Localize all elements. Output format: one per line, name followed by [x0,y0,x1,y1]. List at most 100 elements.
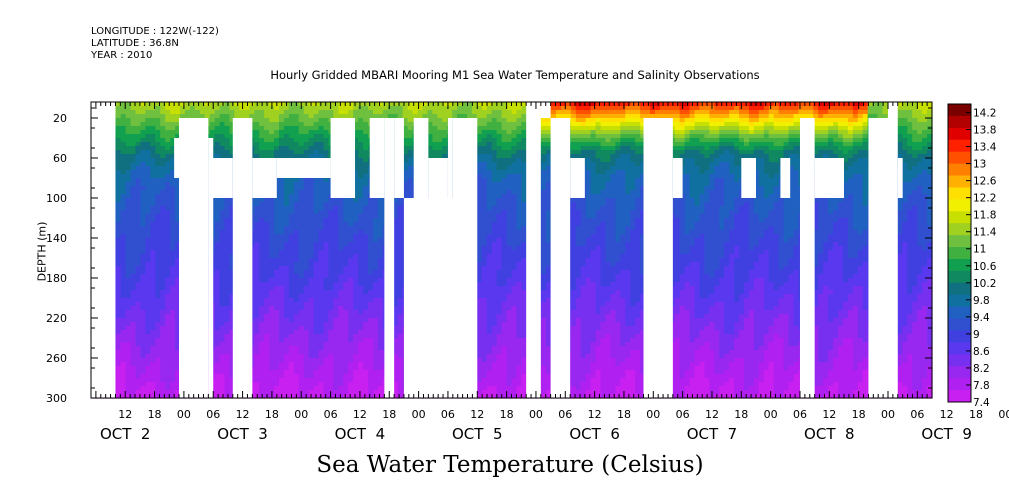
heatmap-cell [259,378,265,383]
heatmap-cell [323,202,330,207]
heatmap-cell [353,222,359,227]
heatmap-cell [254,222,260,227]
heatmap-cell [397,286,404,291]
heatmap-cell [224,274,231,279]
heatmap-cell [175,122,181,127]
heatmap-cell [313,258,320,263]
heatmap-cell [358,326,364,331]
heatmap-cell [338,306,344,311]
heatmap-cell [283,134,290,139]
heatmap-cell [214,122,221,127]
heatmap-cell [358,206,364,211]
heatmap-cell [293,146,300,151]
heatmap-cell [150,282,156,287]
heatmap-cell [338,246,344,251]
heatmap-cell [145,282,151,287]
heatmap-cell [145,194,151,199]
heatmap-cell [298,186,305,191]
heatmap-cell [377,250,384,255]
heatmap-cell [125,286,132,291]
heatmap-cell [358,114,364,119]
heatmap-cell [259,114,265,119]
heatmap-cell [293,266,300,271]
heatmap-cell [120,382,127,387]
heatmap-cell [150,314,156,319]
heatmap-cell [145,318,151,323]
heatmap-cell [298,382,305,387]
heatmap-cell [283,122,290,127]
heatmap-cell [363,346,369,351]
heatmap-cell [135,102,142,107]
heatmap-cell [293,338,300,343]
heatmap-cell [140,170,147,175]
heatmap-cell [298,298,305,303]
heatmap-cell [397,374,404,379]
heatmap-cell [145,274,151,279]
heatmap-cell [264,106,270,111]
heatmap-cell [358,106,364,111]
heatmap-cell [219,118,226,123]
heatmap-cell [363,378,369,383]
heatmap-cell [130,366,137,371]
heatmap-cell [155,134,161,139]
heatmap-cell [150,134,156,139]
heatmap-cell [318,106,325,111]
heatmap-cell [392,202,399,207]
heatmap-cell [150,162,156,167]
heatmap-cell [115,158,122,163]
heatmap-cell [155,254,161,259]
heatmap-cell [125,142,132,147]
heatmap-cell [155,162,161,167]
heatmap-cell [358,266,364,271]
heatmap-cell [259,346,265,351]
heatmap-cell [377,222,384,227]
heatmap-cell [274,274,280,279]
heatmap-cell [175,386,181,391]
heatmap-cell [120,178,127,183]
heatmap-cell [249,114,255,119]
heatmap-cell [214,394,221,399]
heatmap-cell [135,390,142,395]
heatmap-cell [229,234,236,239]
heatmap-cell [254,266,260,271]
heatmap-cell [353,286,359,291]
heatmap-cell [130,370,137,375]
heatmap-cell [278,122,285,127]
heatmap-cell [397,262,404,267]
heatmap-cell [397,306,404,311]
heatmap-cell [298,314,305,319]
heatmap-cell [224,262,231,267]
heatmap-cell [239,114,245,119]
heatmap-cell [392,362,399,367]
heatmap-cell [392,238,399,243]
heatmap-cell [165,378,171,383]
heatmap-cell [170,394,176,399]
heatmap-cell [318,198,325,203]
heatmap-cell [219,342,226,347]
heatmap-cell [224,242,231,247]
heatmap-cell [165,322,171,327]
heatmap-cell [348,358,354,363]
heatmap-cell [358,142,364,147]
heatmap-cell [140,182,147,187]
heatmap-cell [348,382,354,387]
heatmap-cell [150,266,156,271]
heatmap-cell [328,234,335,239]
heatmap-cell [135,150,142,155]
heatmap-cell [264,362,270,367]
heatmap-cell [224,278,231,283]
heatmap-cell [264,330,270,335]
heatmap-cell [274,294,280,299]
heatmap-cell [125,150,132,155]
heatmap-cell [150,294,156,299]
heatmap-cell [318,102,325,107]
heatmap-cell [160,202,166,207]
heatmap-cell [130,234,137,239]
heatmap-cell [224,366,231,371]
heatmap-cell [264,114,270,119]
heatmap-cell [229,106,236,111]
heatmap-cell [115,274,122,279]
heatmap-cell [323,102,330,107]
heatmap-cell [135,170,142,175]
heatmap-cell [125,174,132,179]
